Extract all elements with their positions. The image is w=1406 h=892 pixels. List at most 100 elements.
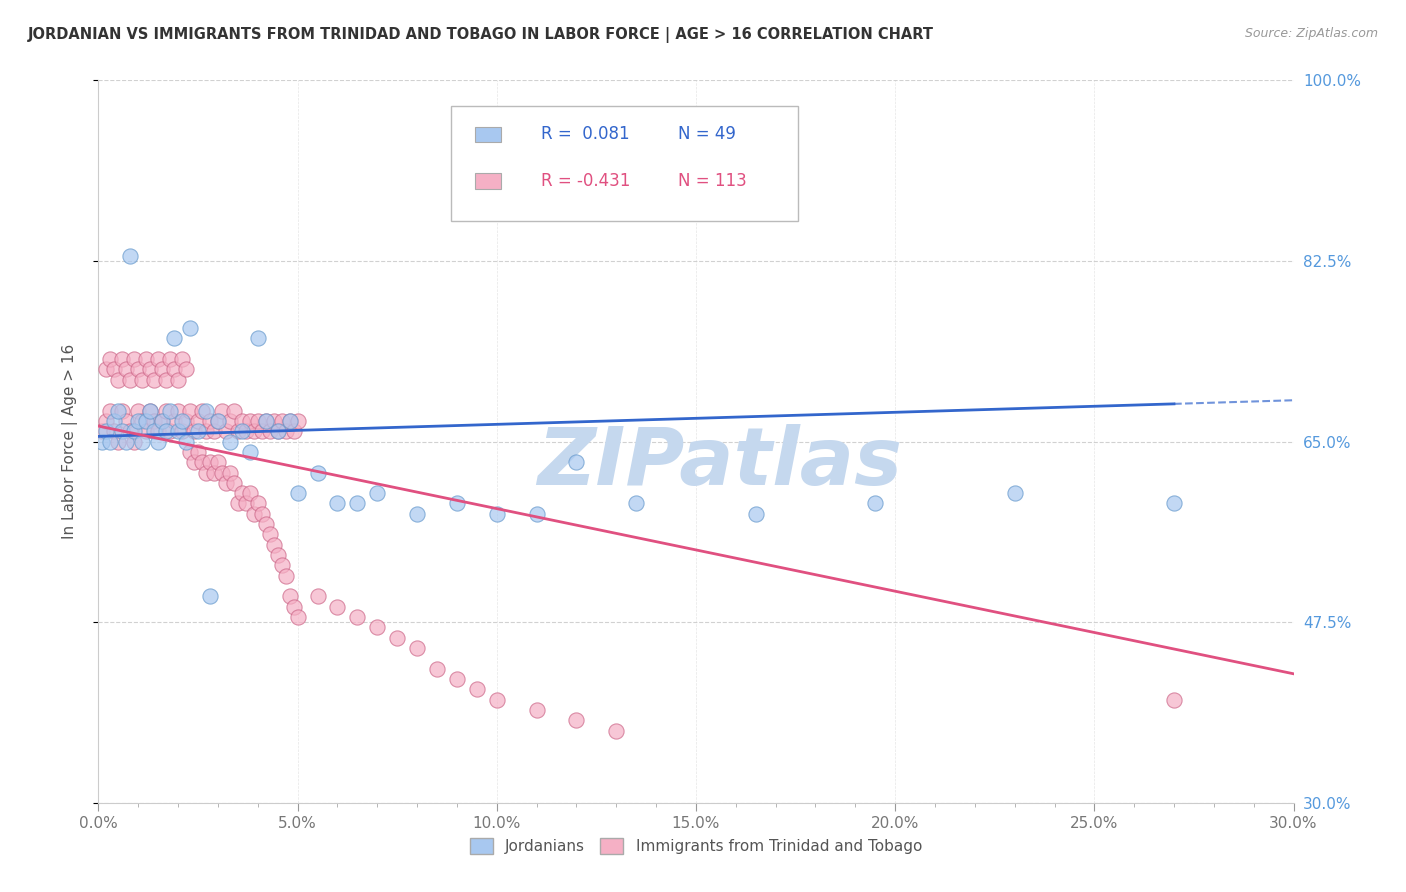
Point — [565, 713, 588, 727]
Point — [254, 414, 277, 428]
Point — [259, 424, 281, 438]
Point — [485, 507, 508, 521]
Point — [246, 414, 269, 428]
Point — [565, 455, 588, 469]
Point — [254, 517, 277, 532]
Point — [124, 351, 146, 366]
Point — [202, 466, 225, 480]
Point — [150, 362, 173, 376]
Point — [183, 455, 205, 469]
Point — [239, 486, 262, 500]
Point — [131, 434, 153, 449]
Point — [1163, 692, 1185, 706]
Point — [179, 403, 201, 417]
Point — [107, 434, 129, 449]
Point — [172, 351, 194, 366]
Point — [426, 662, 449, 676]
Point — [103, 414, 125, 428]
Point — [167, 373, 190, 387]
Point — [159, 351, 181, 366]
Point — [127, 362, 149, 376]
Point — [127, 414, 149, 428]
Point — [159, 403, 181, 417]
Point — [307, 590, 329, 604]
Point — [278, 414, 301, 428]
Point — [207, 414, 229, 428]
Point — [167, 424, 190, 438]
Text: N = 49: N = 49 — [678, 126, 735, 144]
Point — [150, 414, 173, 428]
Point — [150, 414, 173, 428]
Point — [115, 434, 138, 449]
Point — [174, 414, 197, 428]
Text: N = 113: N = 113 — [678, 172, 747, 190]
Point — [246, 331, 269, 345]
Point — [187, 424, 209, 438]
FancyBboxPatch shape — [475, 127, 501, 143]
Point — [111, 424, 134, 438]
Point — [172, 424, 194, 438]
Point — [124, 434, 146, 449]
Point — [120, 249, 142, 263]
Point — [219, 466, 242, 480]
Y-axis label: In Labor Force | Age > 16: In Labor Force | Age > 16 — [62, 344, 77, 539]
Point — [107, 373, 129, 387]
Point — [174, 434, 197, 449]
Point — [195, 424, 218, 438]
Point — [263, 538, 285, 552]
Point — [139, 362, 162, 376]
Point — [243, 424, 266, 438]
Point — [96, 414, 118, 428]
Point — [148, 424, 170, 438]
Point — [219, 434, 242, 449]
Point — [96, 424, 118, 438]
Point — [865, 496, 887, 510]
Point — [155, 373, 177, 387]
Point — [231, 424, 253, 438]
Point — [406, 640, 429, 655]
Point — [211, 403, 233, 417]
Point — [191, 455, 214, 469]
Point — [131, 373, 153, 387]
Point — [231, 486, 253, 500]
Point — [226, 424, 249, 438]
Point — [270, 414, 292, 428]
Point — [135, 414, 157, 428]
Point — [287, 610, 309, 624]
FancyBboxPatch shape — [475, 173, 501, 189]
Point — [446, 496, 468, 510]
Point — [326, 599, 349, 614]
Text: R =  0.081: R = 0.081 — [541, 126, 630, 144]
Point — [485, 692, 508, 706]
Point — [326, 496, 349, 510]
Point — [254, 414, 277, 428]
Point — [98, 434, 122, 449]
Point — [246, 496, 269, 510]
Text: Source: ZipAtlas.com: Source: ZipAtlas.com — [1244, 27, 1378, 40]
Point — [287, 414, 309, 428]
Point — [115, 414, 138, 428]
Point — [103, 424, 125, 438]
Point — [96, 362, 118, 376]
Point — [163, 362, 186, 376]
Point — [287, 486, 309, 500]
Point — [235, 496, 257, 510]
Point — [346, 610, 368, 624]
Point — [103, 362, 125, 376]
Point — [239, 414, 262, 428]
Point — [274, 424, 297, 438]
FancyBboxPatch shape — [451, 105, 797, 221]
Point — [111, 351, 134, 366]
Point — [195, 466, 218, 480]
Point — [235, 424, 257, 438]
Point — [191, 403, 214, 417]
Point — [148, 434, 170, 449]
Point — [267, 424, 290, 438]
Point — [222, 403, 245, 417]
Point — [172, 414, 194, 428]
Point — [187, 414, 209, 428]
Text: R = -0.431: R = -0.431 — [541, 172, 630, 190]
Point — [207, 414, 229, 428]
Point — [195, 403, 218, 417]
Point — [222, 475, 245, 490]
